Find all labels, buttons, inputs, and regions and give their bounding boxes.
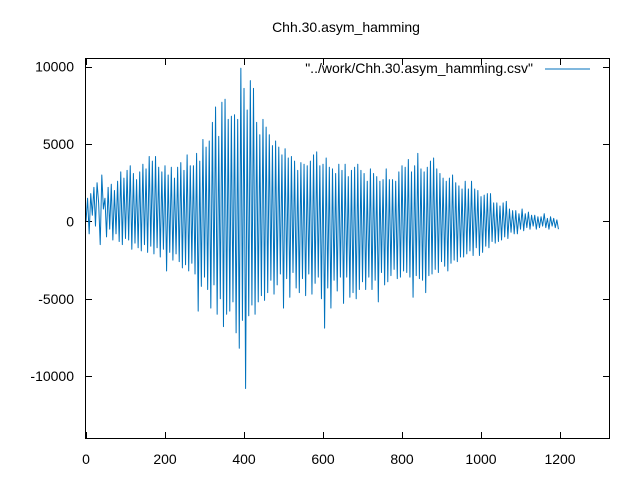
axis-ticks: 0 200 400 600 800 1000 1200 -10000 -5000 0 5000 100… — [30, 59, 609, 467]
legend-label: "../work/Chh.30.asym_hamming.csv" — [305, 60, 533, 76]
plot-frame — [85, 58, 610, 439]
x-tick-label: 400 — [232, 451, 256, 467]
legend: "../work/Chh.30.asym_hamming.csv" — [305, 60, 590, 76]
y-tick-label: 10000 — [35, 59, 74, 75]
y-tick-label: -5000 — [38, 291, 74, 307]
x-tick-label: 0 — [82, 451, 90, 467]
x-tick-label: 800 — [390, 451, 414, 467]
x-tick-label: 1200 — [544, 451, 575, 467]
chart-title: Chh.30.asym_hamming — [272, 19, 420, 35]
y-tick-label: 0 — [66, 213, 74, 229]
series-layer — [85, 67, 559, 389]
x-tick-label: 1000 — [465, 451, 496, 467]
x-tick-label: 600 — [311, 451, 335, 467]
y-tick-label: 5000 — [43, 136, 74, 152]
y-tick-label: -10000 — [30, 368, 74, 384]
series-line-0 — [85, 67, 559, 389]
x-tick-label: 200 — [153, 451, 177, 467]
